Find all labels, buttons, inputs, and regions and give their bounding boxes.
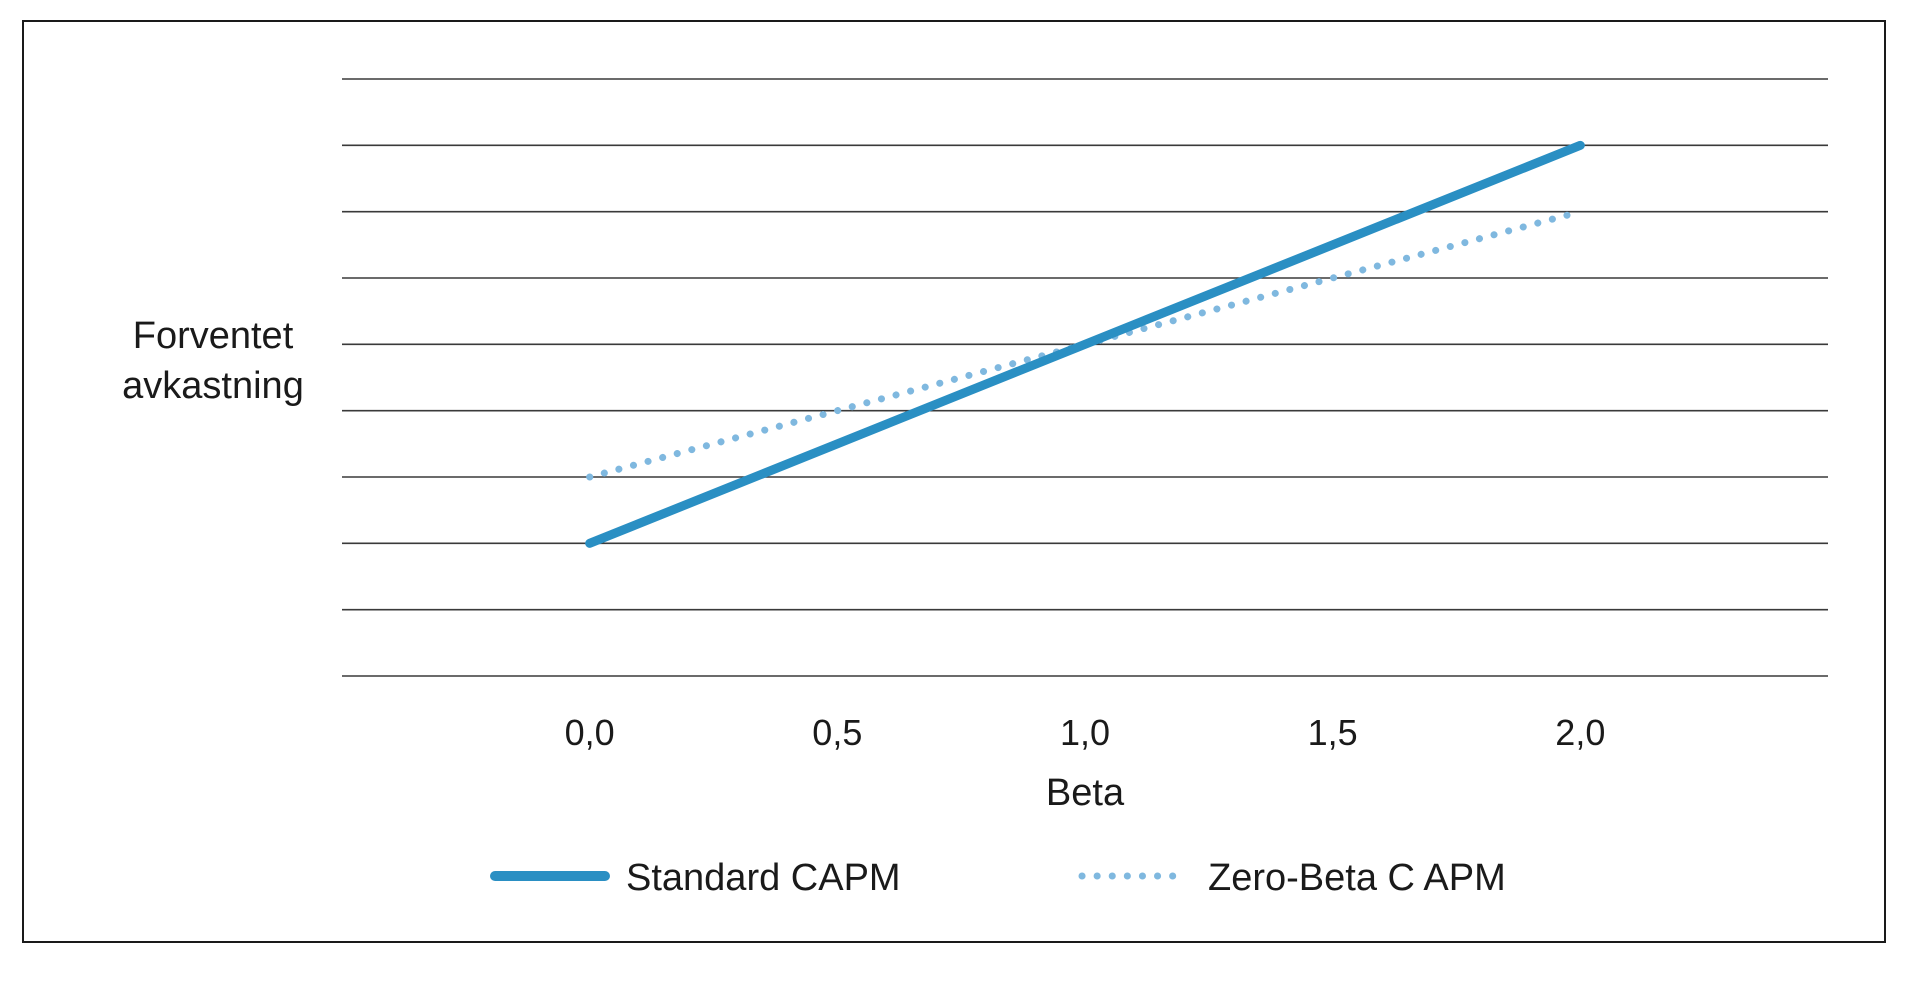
chart-frame	[22, 20, 1886, 943]
gridlines	[342, 78, 1828, 677]
x-tick-labels: 0,0 0,5 1,0 1,5 2,0	[565, 712, 1606, 753]
x-axis-label: Beta	[1046, 772, 1125, 814]
x-tick-label-2: 1,0	[1060, 712, 1110, 753]
x-tick-label-1: 0,5	[812, 712, 862, 753]
x-tick-label-0: 0,0	[565, 712, 615, 753]
x-tick-label-3: 1,5	[1308, 712, 1358, 753]
series-line-standard-capm	[585, 140, 1585, 548]
x-tick-label-4: 2,0	[1555, 712, 1605, 753]
legend: Standard CAPM Zero-Beta C APM	[490, 857, 1506, 899]
y-axis-label-line-2: avkastning	[122, 365, 304, 407]
legend-label-zero-beta-capm: Zero-Beta C APM	[1208, 857, 1506, 899]
y-axis-label-line-1: Forventet	[133, 315, 294, 357]
series-layer	[585, 140, 1585, 548]
legend-label-standard-capm: Standard CAPM	[626, 857, 901, 899]
